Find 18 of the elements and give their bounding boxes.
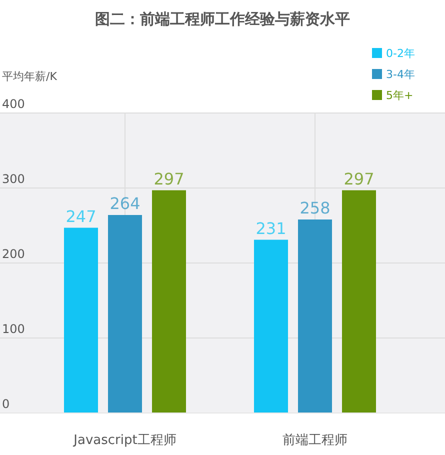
data-label: 231 <box>256 218 286 238</box>
y-axis-title: 平均年薪/K <box>2 70 58 83</box>
legend-label: 5年+ <box>386 89 414 102</box>
data-label: 247 <box>66 206 96 226</box>
data-label: 258 <box>300 198 330 218</box>
y-tick-label: 200 <box>2 247 25 261</box>
data-label: 297 <box>344 169 374 188</box>
y-tick-label: 100 <box>2 322 25 336</box>
data-label: 264 <box>110 194 140 213</box>
x-tick-label: 前端工程师 <box>282 433 348 448</box>
x-tick-label: Javascript工程师 <box>72 433 176 448</box>
y-tick-label: 0 <box>2 397 10 411</box>
y-tick-label: 300 <box>2 172 25 186</box>
y-tick-label: 400 <box>2 97 25 111</box>
legend-label: 0-2年 <box>386 47 415 60</box>
legend-label: 3-4年 <box>386 68 415 81</box>
chart-title: 图二：前端工程师工作经验与薪资水平 <box>95 10 350 28</box>
data-label: 297 <box>154 169 184 188</box>
